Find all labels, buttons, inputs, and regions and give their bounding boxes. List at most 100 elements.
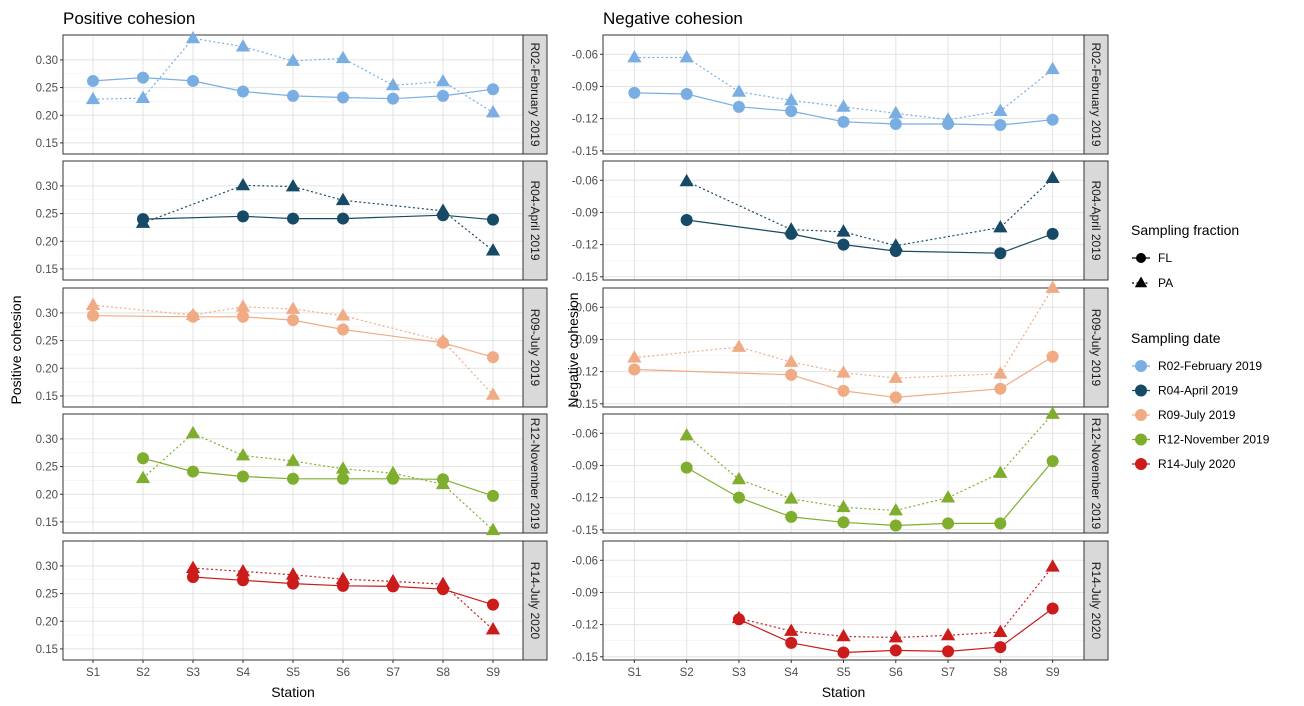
positive-cohesion-r12-november-2019-tick-label-y: 0.30 [36, 434, 58, 446]
negative-cohesion-r12-november-2019-fl-point [942, 517, 955, 530]
positive-cohesion-r12-november-2019-pa-point [385, 465, 401, 479]
negative-cohesion-r12-november-2019-pa-point [993, 465, 1008, 478]
negative-cohesion-r04-april-2019-pa-point [784, 222, 799, 235]
negative-cohesion-r04-april-2019-fl-point [1046, 227, 1059, 240]
negative-cohesion-r09-july-2019-pa-point [993, 366, 1008, 379]
positive-cohesion-r12-november-2019-pa-line [142, 432, 494, 531]
positive-cohesion-r04-april-2019-fl-point [337, 212, 349, 225]
negative-cohesion-r09-july-2019-pa-point [784, 354, 799, 367]
negative-cohesion-r02-february-2019-fl-point [994, 119, 1007, 132]
positive-cohesion-r14-july-2020-tick-label-y: 0.25 [36, 589, 58, 601]
positive-cohesion-r09-july-2019-fl-point [237, 310, 249, 323]
negative-cohesion-r09-july-2019-fl-point [994, 382, 1007, 395]
negative-cohesion-r12-november-2019-tick-label-y: -0.12 [572, 493, 598, 505]
legend-date-r09-july-2019-label: R09-July 2019 [1158, 408, 1236, 422]
positive-cohesion-r12-november-2019-fl-point [237, 470, 249, 483]
negative-cohesion-r04-april-2019-pa-point [888, 238, 903, 251]
positive-cohesion-r09-july-2019-pa-point [335, 308, 351, 321]
legend-date-r12-november-2019-key [1135, 433, 1147, 446]
positive-cohesion-r14-july-2020-pa-point [485, 622, 501, 635]
positive-cohesion-tick-label-x: S8 [436, 667, 450, 679]
negative-cohesion-r12-november-2019-pa-point [836, 499, 851, 513]
negative-cohesion-r09-july-2019-pa-point [627, 350, 642, 363]
positive-cohesion-r02-february-2019-pa-point [435, 73, 451, 87]
positive-cohesion-r02-february-2019-tick-label-y: 0.15 [36, 138, 58, 150]
positive-cohesion-r12-november-2019-fl-point [187, 465, 199, 478]
negative-cohesion-title: Negative cohesion [603, 9, 743, 28]
negative-cohesion-r09-july-2019-pa-point [888, 370, 903, 383]
negative-cohesion-r12-november-2019-pa-point [679, 427, 694, 441]
negative-cohesion-r04-april-2019-fl-point [680, 213, 693, 226]
positive-cohesion-r12-november-2019-fl-point [137, 452, 149, 465]
positive-cohesion-title: Positive cohesion [63, 9, 195, 28]
negative-cohesion-r12-november-2019-fl-point [889, 519, 902, 532]
positive-cohesion-r14-july-2020-pa-point [185, 560, 201, 573]
positive-cohesion-r14-july-2020-fl-point [287, 577, 299, 590]
positive-cohesion-r04-april-2019-pa-point [335, 192, 351, 206]
positive-cohesion-r09-july-2019-tick-label-y: 0.25 [36, 336, 58, 348]
legend-date-r04-april-2019-key [1135, 384, 1147, 397]
positive-cohesion-r02-february-2019-fl-point [187, 74, 199, 87]
negative-cohesion-r14-july-2020-pa-point [731, 610, 747, 624]
positive-cohesion-r14-july-2020-pa-point [235, 563, 251, 577]
positive-cohesion-r02-february-2019-fl-point [237, 85, 249, 98]
negative-cohesion-r04-april-2019-tick-label-y: -0.12 [572, 240, 598, 252]
positive-cohesion-y-axis-title: Positive cohesion [8, 296, 24, 405]
negative-cohesion-r14-july-2020-tick-label-y: -0.06 [572, 555, 598, 567]
negative-cohesion-r09-july-2019-strip [1083, 287, 1109, 408]
negative-cohesion-tick-label-x: S9 [1046, 667, 1060, 679]
legend-fraction-title: Sampling fraction [1131, 222, 1239, 238]
positive-cohesion-r09-july-2019-tick-label-y: 0.15 [36, 391, 58, 403]
negative-cohesion-r12-november-2019-pa-point [940, 490, 956, 503]
positive-cohesion-r09-july-2019-pa-point [85, 297, 101, 311]
negative-cohesion-r09-july-2019-tick-label-y: -0.06 [572, 302, 598, 314]
negative-cohesion-r04-april-2019-fl-line [686, 219, 1053, 254]
positive-cohesion-r14-july-2020-tick-label-y: 0.20 [36, 616, 58, 628]
negative-cohesion-r09-july-2019-pa-point [836, 365, 851, 378]
positive-cohesion-r04-april-2019-pa-line [142, 184, 494, 252]
positive-cohesion-tick-label-x: S9 [486, 667, 500, 679]
positive-cohesion-r14-july-2020-strip [522, 540, 548, 661]
negative-cohesion-r09-july-2019-fl-line [634, 356, 1053, 399]
positive-cohesion-r04-april-2019-pa-point [235, 177, 251, 191]
positive-cohesion-tick-label-x: S3 [186, 667, 200, 679]
positive-cohesion-r12-november-2019-strip [522, 413, 548, 534]
positive-cohesion-r02-february-2019-tick-label-y: 0.20 [36, 110, 58, 122]
positive-cohesion-tick-label-x: S5 [286, 667, 300, 679]
negative-cohesion-r02-february-2019-pa-point [1045, 61, 1060, 75]
negative-cohesion-tick-label-x: S1 [627, 667, 641, 679]
positive-cohesion-r09-july-2019-fl-point [87, 309, 99, 322]
negative-cohesion-r14-july-2020-tick-label-y: -0.12 [572, 620, 598, 632]
positive-cohesion-tick-label-x: S7 [386, 667, 400, 679]
negative-cohesion-r14-july-2020-pa-point [993, 624, 1008, 638]
negative-cohesion-x-axis-title: Station [822, 684, 866, 700]
positive-cohesion-r09-july-2019-fl-point [487, 351, 499, 364]
positive-cohesion-r02-february-2019-strip-label: R02-February 2019 [528, 42, 542, 146]
legend-fraction-fl-key [1136, 253, 1146, 263]
negative-cohesion-r14-july-2020-fl-point [889, 644, 902, 657]
positive-cohesion-r02-february-2019-fl-point [387, 92, 399, 105]
negative-cohesion-tick-label-x: S8 [993, 667, 1007, 679]
legend-date-r09-july-2019-key [1135, 409, 1147, 421]
positive-cohesion-r04-april-2019-pa-point [135, 215, 151, 228]
legend-fraction-pa-label: PA [1158, 276, 1173, 290]
positive-cohesion-r09-july-2019-strip-label: R09-July 2019 [528, 309, 542, 387]
negative-cohesion-r14-july-2020-fl-point [837, 646, 850, 659]
legend-fraction-pa-key [1134, 276, 1148, 288]
positive-cohesion-r04-april-2019-pa-point [435, 203, 451, 216]
positive-cohesion-r02-february-2019-pa-point [185, 30, 201, 44]
positive-cohesion-r09-july-2019-fl-point [337, 323, 349, 336]
positive-cohesion-r02-february-2019-pa-point [235, 39, 251, 52]
positive-cohesion-r04-april-2019-tick-label-y: 0.15 [36, 264, 58, 276]
negative-cohesion-r09-july-2019-strip-label: R09-July 2019 [1089, 309, 1103, 387]
positive-cohesion-tick-label-x: S2 [136, 667, 150, 679]
negative-cohesion-r02-february-2019-pa-point [731, 84, 747, 97]
positive-cohesion-r12-november-2019-pa-point [485, 522, 501, 536]
positive-cohesion-r14-july-2020-pa-point [335, 571, 351, 585]
positive-cohesion-r12-november-2019-fl-point [487, 489, 499, 502]
positive-cohesion-r12-november-2019-pa-point [185, 425, 201, 439]
positive-cohesion-r02-february-2019-pa-point [385, 77, 401, 91]
positive-cohesion-r14-july-2020-pa-point [285, 567, 301, 580]
legend-date-r14-july-2020-label: R14-July 2020 [1158, 457, 1236, 471]
